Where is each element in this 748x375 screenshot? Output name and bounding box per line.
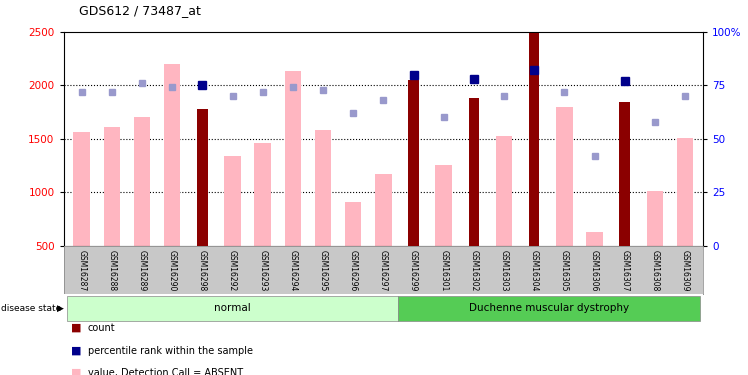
Bar: [529, 33, 539, 246]
Text: GSM16295: GSM16295: [319, 249, 328, 291]
Text: GSM16303: GSM16303: [500, 249, 509, 291]
Text: GSM16294: GSM16294: [288, 249, 298, 291]
Text: GSM16306: GSM16306: [590, 249, 599, 291]
Bar: [435, 165, 452, 246]
Bar: [586, 232, 603, 246]
Bar: [677, 138, 693, 246]
Text: GSM16289: GSM16289: [138, 249, 147, 291]
Text: ▶: ▶: [57, 304, 64, 313]
Text: GSM16287: GSM16287: [77, 249, 86, 291]
Text: GSM16297: GSM16297: [378, 249, 388, 291]
Bar: [345, 202, 361, 246]
Text: Duchenne muscular dystrophy: Duchenne muscular dystrophy: [469, 303, 629, 313]
Text: GSM16308: GSM16308: [650, 249, 659, 291]
Bar: [408, 80, 419, 246]
Text: ■: ■: [71, 346, 82, 355]
Text: ■: ■: [71, 323, 82, 333]
Text: GSM16296: GSM16296: [349, 249, 358, 291]
Bar: [197, 110, 208, 246]
Text: GSM16304: GSM16304: [530, 249, 539, 291]
Bar: [646, 191, 663, 246]
Text: GSM16301: GSM16301: [439, 249, 448, 291]
Text: percentile rank within the sample: percentile rank within the sample: [88, 346, 253, 355]
Bar: [284, 71, 301, 246]
Bar: [224, 156, 241, 246]
Text: GSM16288: GSM16288: [108, 249, 117, 291]
Text: GSM16309: GSM16309: [681, 249, 690, 291]
Text: disease state: disease state: [1, 304, 62, 313]
Bar: [73, 132, 90, 246]
Text: GSM16293: GSM16293: [258, 249, 267, 291]
Text: GSM16292: GSM16292: [228, 249, 237, 291]
Text: GSM16305: GSM16305: [560, 249, 568, 291]
Bar: [103, 127, 120, 246]
Bar: [375, 174, 392, 246]
Text: ■: ■: [71, 368, 82, 375]
Bar: [67, 296, 399, 321]
Text: count: count: [88, 323, 115, 333]
Bar: [468, 98, 479, 246]
Bar: [164, 64, 180, 246]
Text: GSM16298: GSM16298: [198, 249, 207, 291]
Bar: [399, 296, 700, 321]
Text: GSM16307: GSM16307: [620, 249, 629, 291]
Text: GSM16299: GSM16299: [409, 249, 418, 291]
Text: value, Detection Call = ABSENT: value, Detection Call = ABSENT: [88, 368, 242, 375]
Bar: [556, 106, 573, 246]
Text: GDS612 / 73487_at: GDS612 / 73487_at: [79, 4, 200, 17]
Bar: [496, 135, 512, 246]
Text: normal: normal: [214, 303, 251, 313]
Bar: [254, 143, 271, 246]
Bar: [619, 102, 630, 246]
Bar: [315, 130, 331, 246]
Text: GSM16302: GSM16302: [469, 249, 479, 291]
Text: GSM16290: GSM16290: [168, 249, 177, 291]
Bar: [134, 117, 150, 246]
